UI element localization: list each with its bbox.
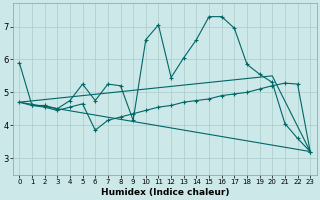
X-axis label: Humidex (Indice chaleur): Humidex (Indice chaleur) xyxy=(100,188,229,197)
